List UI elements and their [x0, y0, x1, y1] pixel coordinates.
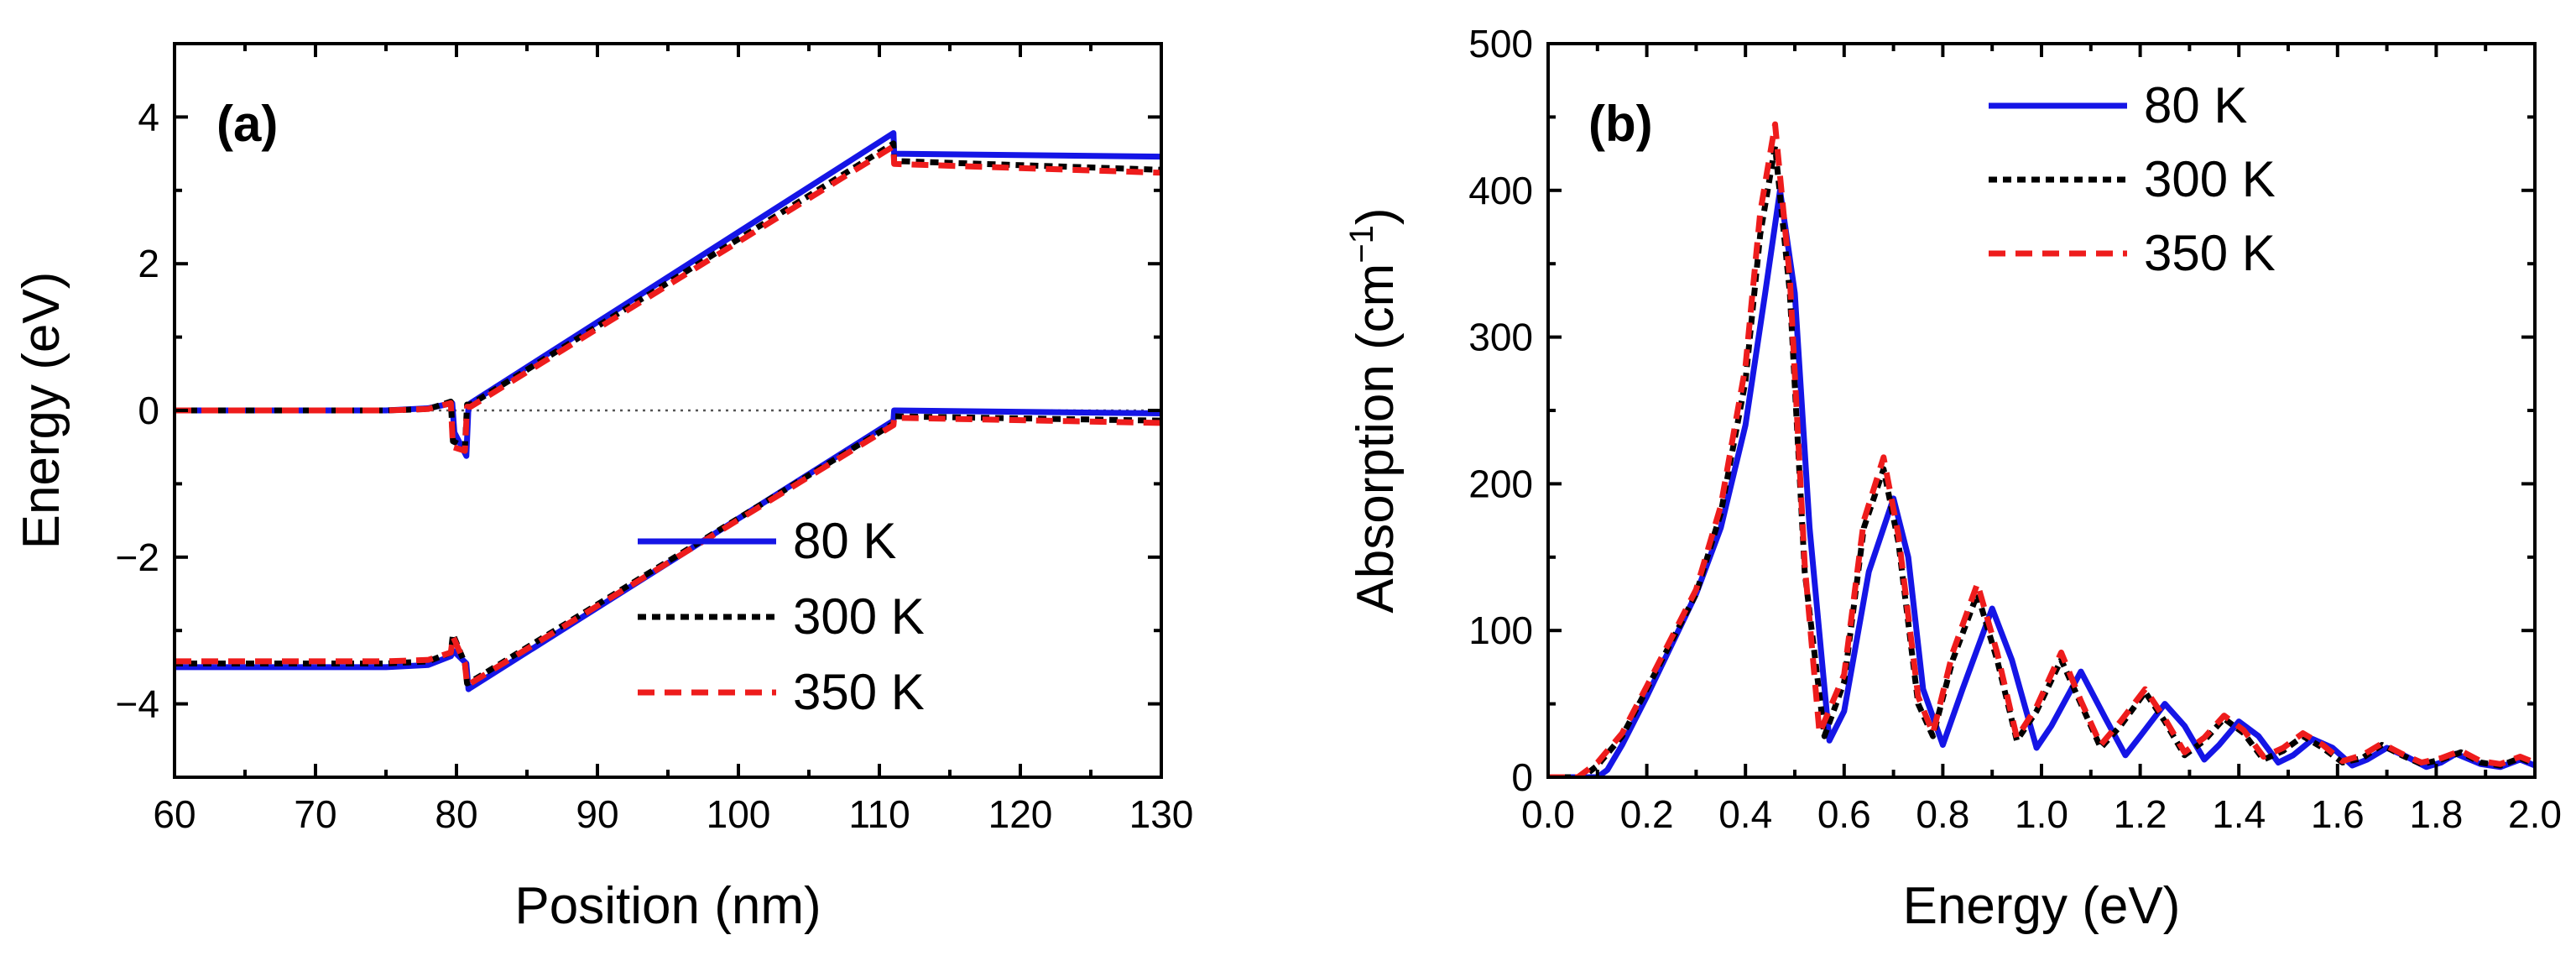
panel-b-series-350-k	[1548, 121, 2535, 777]
panel-b-x-tick-label: 0.8	[1916, 792, 1969, 836]
panel-b-tag: (b)	[1588, 96, 1653, 152]
panel-b-legend: 80 K 300 K 350 K	[1989, 77, 2276, 281]
panel-b-x-tick-label: 2.0	[2508, 792, 2562, 836]
panel-b-x-tick-label: 0.0	[1521, 792, 1575, 836]
panel-b-x-tick-label: 1.6	[2311, 792, 2365, 836]
panel-b-series-300-k	[1548, 143, 2535, 777]
panel-b-legend-label-80-k: 80 K	[2144, 77, 2247, 133]
panel-b-x-tick-label: 1.2	[2114, 792, 2167, 836]
panel-b-y-tick-label: 0	[1511, 755, 1533, 799]
panel-a-y-tick-label: 0	[138, 389, 159, 432]
panel-a-legend: 80 K 300 K 350 K	[638, 513, 925, 720]
panel-a-y-tick-label: −4	[116, 682, 159, 726]
panel-b-y-axis-title-main: Absorption (cm	[1347, 264, 1405, 614]
panel-a-legend-label-300-k: 300 K	[793, 588, 925, 645]
panel-a-legend-label-350-k: 350 K	[793, 664, 925, 720]
panel-a-series-350-k-valence	[175, 415, 1161, 688]
panel-b-y-axis-title: Absorption (cm−1)	[1343, 207, 1405, 613]
panel-a-x-tick-label: 130	[1129, 792, 1194, 836]
panel-a-series-80-k-valence	[175, 407, 1161, 692]
panel-b-y-tick-label: 100	[1468, 609, 1533, 652]
panel-b-x-tick-label: 0.2	[1620, 792, 1674, 836]
panel-a-tag: (a)	[216, 96, 278, 152]
panel-a-x-tick-label: 90	[576, 792, 618, 836]
panel-b-plot-area	[1548, 121, 2535, 777]
panel-b-y-axis-title-suffix: )	[1347, 207, 1405, 225]
panel-a-series-group	[175, 130, 1161, 692]
panel-b-ticks: 0.0 0.2 0.4 0.6 0.8 1.0 1.2 1.4 1.6 1.8 2.0 0 100 200…	[1468, 22, 2562, 836]
panel-a-y-tick-label: 4	[138, 95, 159, 138]
panel-a-series-300-k-conduction	[175, 140, 1161, 451]
panel-a-plot-area	[175, 130, 1161, 692]
panel-a-y-tick-label: 2	[138, 242, 159, 285]
panel-a-x-tick-label: 70	[294, 792, 336, 836]
panel-b-x-tick-label: 1.0	[2015, 792, 2068, 836]
panel-a-x-tick-label: 80	[435, 792, 477, 836]
panel-b-legend-label-350-k: 350 K	[2144, 225, 2276, 281]
panel-b-y-tick-label: 400	[1468, 169, 1533, 212]
panel-b-x-tick-label: 1.4	[2212, 792, 2266, 836]
panel-b-series-80-k	[1548, 187, 2535, 777]
panel-a-legend-label-80-k: 80 K	[793, 513, 896, 569]
panel-b-x-tick-label: 0.6	[1817, 792, 1871, 836]
panel-b-series-group	[1548, 121, 2535, 777]
panel-b-y-axis-title-superscript: −1	[1343, 225, 1380, 264]
panel-b-absorption-chart: 80 K 300 K 350 K 0.0 0.2 0.4 0.6 0.8 1.0 1.2 1.4 1…	[1343, 22, 2562, 935]
panel-a-x-tick-label: 120	[988, 792, 1053, 836]
panel-b-x-tick-label: 1.8	[2409, 792, 2463, 836]
panel-a-ticks: 60 70 80 90 100 110 120 130 −4 −2 0 2 4	[116, 44, 1194, 836]
panel-a-y-tick-label: −2	[116, 535, 159, 579]
panel-a-x-axis-title: Position (nm)	[514, 877, 821, 935]
panel-a-y-axis-title: Energy (eV)	[13, 272, 70, 550]
panel-b-plot-frame	[1546, 42, 2537, 779]
panel-b-x-tick-label: 0.4	[1718, 792, 1772, 836]
panel-a-energy-band-chart: 80 K 300 K 350 K 60 70 80 90 100 110 120 130 −4 −2 0…	[13, 42, 1194, 935]
panel-a-x-tick-label: 110	[848, 792, 910, 836]
panel-a-x-tick-label: 100	[707, 792, 771, 836]
panel-a-series-80-k-conduction	[175, 130, 1161, 459]
panel-a-x-tick-label: 60	[153, 792, 196, 836]
panel-a-series-350-k-conduction	[175, 143, 1161, 454]
panel-b-y-tick-label: 300	[1468, 316, 1533, 359]
panel-b-legend-label-300-k: 300 K	[2144, 151, 2276, 207]
panel-b-y-tick-label: 200	[1468, 462, 1533, 505]
panel-b-y-tick-label: 500	[1468, 22, 1533, 65]
panel-a-series-300-k-valence	[175, 413, 1161, 687]
panel-b-x-axis-title: Energy (eV)	[1903, 877, 2181, 935]
